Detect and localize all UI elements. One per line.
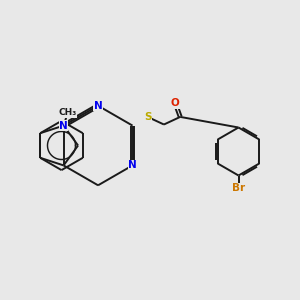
Text: N: N xyxy=(94,101,102,111)
Text: O: O xyxy=(171,98,180,108)
Text: CH₃: CH₃ xyxy=(58,108,77,117)
Text: N: N xyxy=(59,121,68,130)
Text: S: S xyxy=(144,112,152,122)
Text: N: N xyxy=(59,121,68,130)
Text: N: N xyxy=(128,160,137,170)
Text: Br: Br xyxy=(232,183,245,193)
